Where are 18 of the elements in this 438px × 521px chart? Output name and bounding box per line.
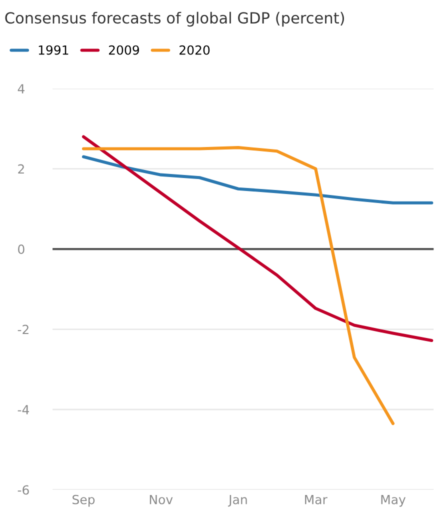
x-tick-label: Jan (228, 494, 247, 507)
x-tick-label: Nov (150, 494, 173, 504)
legend-label: 2009 (108, 45, 139, 55)
chart-title: Consensus forecasts of global GDP (percent) (5, 12, 344, 27)
y-tick-label: 4 (18, 84, 24, 94)
x-tick-label: May (381, 494, 406, 507)
x-tick-label: Sep (72, 494, 95, 507)
line-series (82, 146, 395, 426)
line-series (82, 135, 434, 342)
y-tick-label: -4 (18, 405, 29, 414)
y-tick-label: 0 (18, 244, 24, 254)
y-tick-label: -6 (18, 485, 29, 495)
y-tick-label: -2 (18, 324, 28, 334)
y-tick-label: 2 (18, 164, 24, 174)
legend-label: 2020 (180, 45, 210, 55)
x-tick-label: Mar (305, 494, 328, 504)
legend-label: 1991 (38, 45, 68, 55)
line-series (82, 155, 434, 204)
